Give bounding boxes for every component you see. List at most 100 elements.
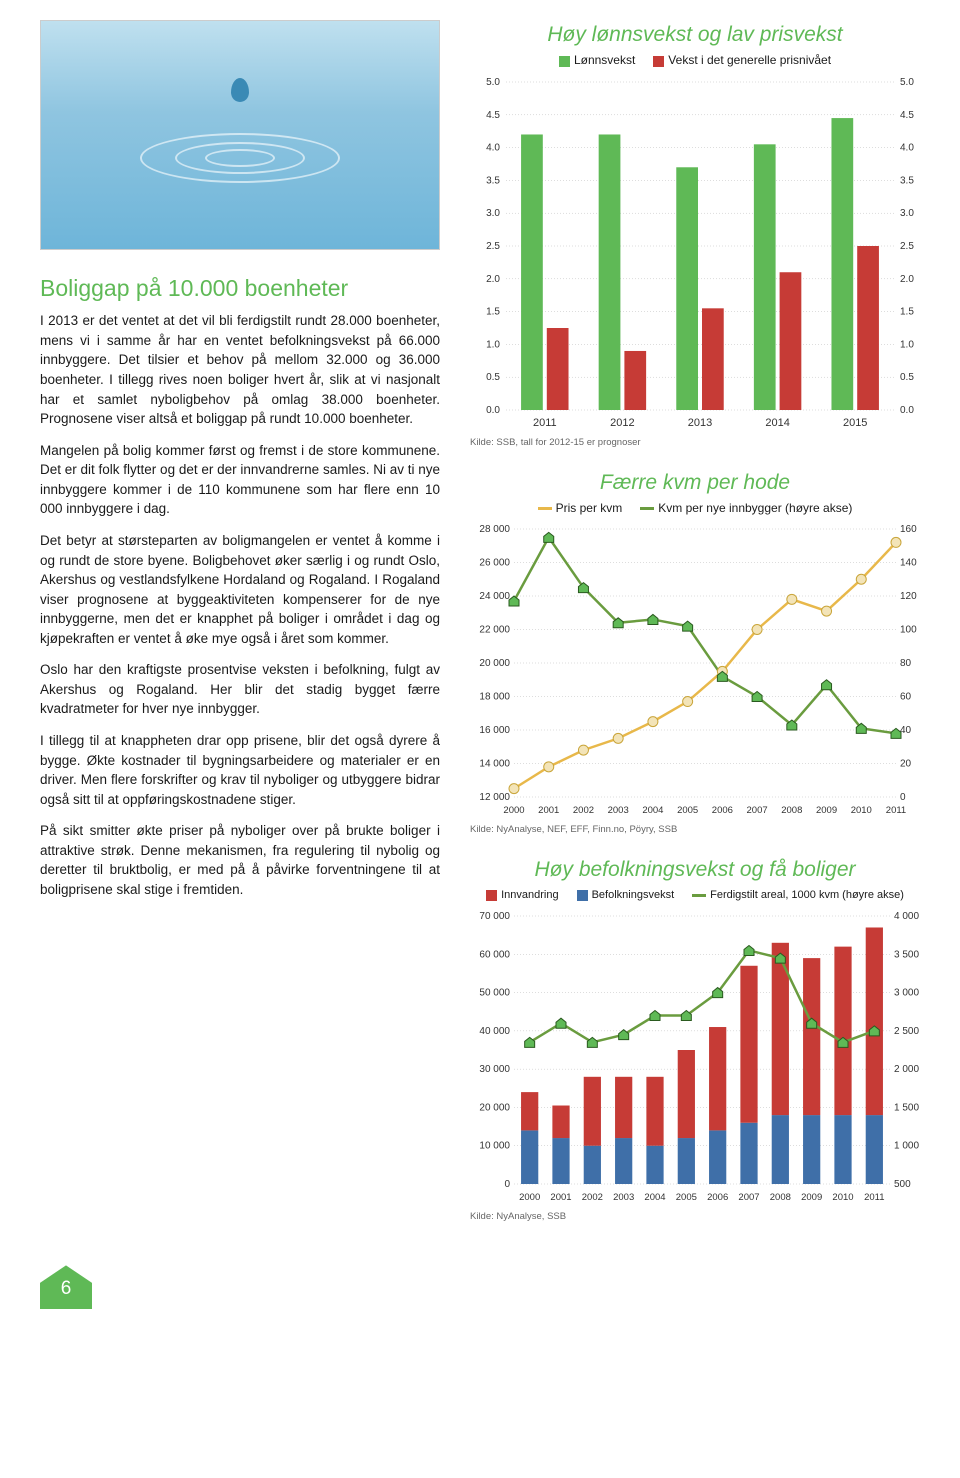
svg-text:70 000: 70 000 — [479, 911, 510, 922]
svg-text:4.0: 4.0 — [486, 142, 500, 153]
svg-text:0: 0 — [900, 792, 906, 803]
chart2-svg: 12 000 14 000 16 000 18 000 20 000 22 000 24 0… — [470, 521, 930, 821]
svg-text:20 000: 20 000 — [479, 1102, 510, 1113]
svg-text:60 000: 60 000 — [479, 949, 510, 960]
svg-text:4.5: 4.5 — [486, 110, 500, 121]
chart-lonnsvekst: Høy lønnsvekst og lav prisvekst Lønnsvek… — [470, 20, 920, 450]
svg-text:2007: 2007 — [738, 1192, 759, 1203]
svg-text:2011: 2011 — [886, 805, 906, 816]
svg-text:20 000: 20 000 — [479, 658, 510, 669]
svg-text:22 000: 22 000 — [479, 625, 510, 636]
chart3-source: Kilde: NyAnalyse, SSB — [470, 1210, 920, 1224]
svg-text:120: 120 — [900, 591, 917, 602]
legend-pris-kvm: Pris per kvm — [538, 500, 623, 517]
page-number-badge: 6 — [40, 1265, 92, 1309]
svg-text:0.5: 0.5 — [486, 372, 500, 383]
svg-text:500: 500 — [894, 1179, 911, 1190]
svg-text:2002: 2002 — [573, 805, 594, 816]
chart3-title: Høy befolkningsvekst og få boliger — [470, 855, 920, 885]
article-heading: Boliggap på 10.000 boenheter — [40, 272, 440, 305]
svg-text:18 000: 18 000 — [479, 692, 510, 703]
svg-text:2.5: 2.5 — [900, 241, 914, 252]
svg-text:2014: 2014 — [765, 417, 789, 429]
legend-befolkningsvekst: Befolkningsvekst — [577, 888, 675, 904]
chart-kvm: Færre kvm per hode Pris per kvm Kvm per … — [470, 468, 920, 838]
svg-text:40: 40 — [900, 725, 912, 736]
svg-text:2000: 2000 — [503, 805, 524, 816]
svg-text:2009: 2009 — [801, 1192, 822, 1203]
body-paragraph: I tillegg til at knappheten drar opp pri… — [40, 731, 440, 809]
svg-text:5.0: 5.0 — [486, 77, 500, 88]
chart2-title: Færre kvm per hode — [470, 468, 920, 498]
chart2-source: Kilde: NyAnalyse, NEF, EFF, Finn.no, Pöy… — [470, 823, 920, 837]
svg-text:30 000: 30 000 — [479, 1064, 510, 1075]
svg-text:2015: 2015 — [843, 417, 867, 429]
svg-text:2002: 2002 — [582, 1192, 603, 1203]
svg-text:1 000: 1 000 — [894, 1140, 919, 1151]
svg-text:2003: 2003 — [613, 1192, 634, 1203]
svg-text:3.5: 3.5 — [486, 175, 500, 186]
svg-text:2 000: 2 000 — [894, 1064, 919, 1075]
svg-text:16 000: 16 000 — [479, 725, 510, 736]
svg-text:2010: 2010 — [851, 805, 872, 816]
svg-text:60: 60 — [900, 692, 912, 703]
svg-text:50 000: 50 000 — [479, 987, 510, 998]
svg-text:40 000: 40 000 — [479, 1025, 510, 1036]
svg-text:2012: 2012 — [610, 417, 634, 429]
body-paragraph: Det betyr at størsteparten av boligmange… — [40, 531, 440, 648]
svg-text:2006: 2006 — [707, 1192, 728, 1203]
svg-text:20: 20 — [900, 759, 912, 770]
svg-text:3 000: 3 000 — [894, 987, 919, 998]
svg-text:4 000: 4 000 — [894, 911, 919, 922]
svg-text:3.5: 3.5 — [900, 175, 914, 186]
svg-text:2.5: 2.5 — [486, 241, 500, 252]
svg-text:0.5: 0.5 — [900, 372, 914, 383]
chart1-title: Høy lønnsvekst og lav prisvekst — [470, 20, 920, 50]
svg-text:2008: 2008 — [781, 805, 802, 816]
body-paragraph: I 2013 er det ventet at det vil bli ferd… — [40, 311, 440, 428]
svg-text:28 000: 28 000 — [479, 524, 510, 535]
svg-text:2011: 2011 — [864, 1192, 884, 1203]
svg-text:2011: 2011 — [533, 417, 557, 429]
svg-text:2004: 2004 — [642, 805, 663, 816]
svg-text:2003: 2003 — [608, 805, 629, 816]
svg-text:0: 0 — [504, 1179, 510, 1190]
body-paragraph: Mangelen på bolig kommer først og fremst… — [40, 441, 440, 519]
svg-text:2004: 2004 — [644, 1192, 665, 1203]
svg-text:1.5: 1.5 — [900, 306, 914, 317]
svg-text:2005: 2005 — [676, 1192, 697, 1203]
svg-text:0.0: 0.0 — [900, 405, 914, 416]
svg-text:1.0: 1.0 — [900, 339, 914, 350]
svg-text:26 000: 26 000 — [479, 558, 510, 569]
legend-prisnivaa: Vekst i det generelle prisnivået — [653, 52, 831, 69]
hero-image — [40, 20, 440, 250]
svg-text:2009: 2009 — [816, 805, 837, 816]
svg-text:80: 80 — [900, 658, 912, 669]
svg-text:5.0: 5.0 — [900, 77, 914, 88]
svg-text:1 500: 1 500 — [894, 1102, 919, 1113]
svg-text:1.0: 1.0 — [486, 339, 500, 350]
svg-text:2 500: 2 500 — [894, 1025, 919, 1036]
svg-text:12 000: 12 000 — [479, 792, 510, 803]
svg-text:2008: 2008 — [770, 1192, 791, 1203]
svg-text:2001: 2001 — [538, 805, 559, 816]
svg-text:2001: 2001 — [550, 1192, 571, 1203]
svg-text:4.0: 4.0 — [900, 142, 914, 153]
svg-text:2007: 2007 — [747, 805, 768, 816]
svg-text:2006: 2006 — [712, 805, 733, 816]
svg-text:3.0: 3.0 — [486, 208, 500, 219]
svg-text:2000: 2000 — [519, 1192, 540, 1203]
legend-innvandring: Innvandring — [486, 888, 559, 904]
legend-kvm-innbygger: Kvm per nye innbygger (høyre akse) — [640, 500, 852, 517]
legend-ferdigstilt: Ferdigstilt areal, 1000 kvm (høyre akse) — [692, 888, 904, 904]
svg-text:160: 160 — [900, 524, 917, 535]
page-number: 6 — [40, 1275, 92, 1303]
svg-text:14 000: 14 000 — [479, 759, 510, 770]
svg-text:24 000: 24 000 — [479, 591, 510, 602]
legend-lonnsvekst: Lønnsvekst — [559, 52, 635, 69]
svg-text:10 000: 10 000 — [479, 1140, 510, 1151]
chart1-source: Kilde: SSB, tall for 2012-15 er prognose… — [470, 436, 920, 450]
svg-text:0.0: 0.0 — [486, 405, 500, 416]
chart3-svg: 0 10 000 20 000 30 000 40 000 50 000 60 000 70 … — [470, 908, 930, 1208]
body-paragraph: På sikt smitter økte priser på nyboliger… — [40, 821, 440, 899]
